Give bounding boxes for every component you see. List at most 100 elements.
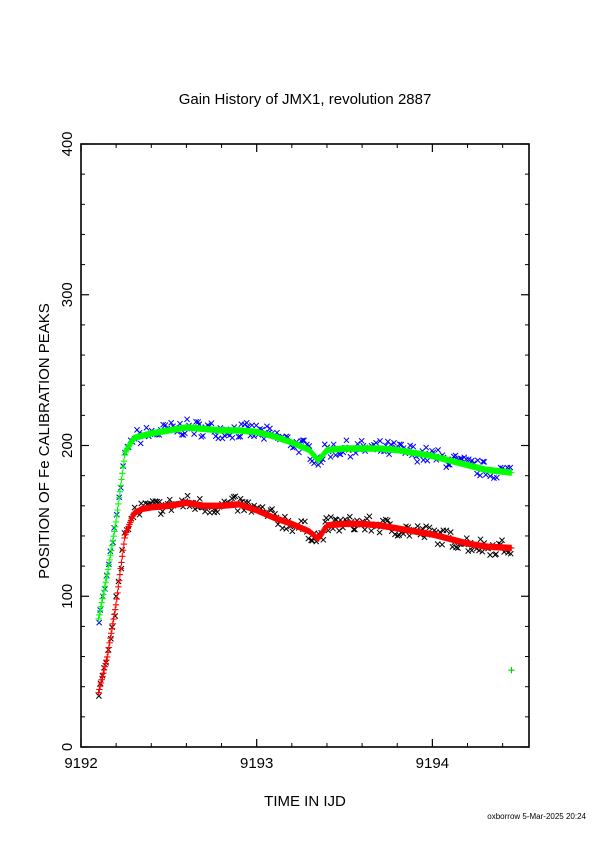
upper-data-point xyxy=(493,474,500,481)
lower-data-point xyxy=(157,511,164,517)
lower-data-point xyxy=(289,528,296,535)
lower-fit-marker xyxy=(117,565,124,572)
upper-data-point xyxy=(347,453,354,460)
lower-fit-marker xyxy=(95,689,102,696)
upper-fit-marker xyxy=(109,537,116,545)
upper-data-point xyxy=(137,440,144,447)
x-axis-label: TIME IN IJD xyxy=(264,793,346,810)
lower-fit-marker xyxy=(101,663,109,670)
upper-fit-marker xyxy=(128,438,135,445)
lower-fit-marker xyxy=(97,679,105,687)
lower-data-point xyxy=(423,523,430,530)
upper-fit-marker xyxy=(108,547,115,554)
lower-fit-marker xyxy=(119,553,126,560)
lower-fit-marker xyxy=(99,673,106,680)
lower-data-point xyxy=(350,526,357,533)
chart-title: Gain History of JMX1, revolution 2887 xyxy=(179,91,432,108)
lower-fit-marker xyxy=(98,676,105,683)
upper-data-point xyxy=(377,437,384,444)
lower-fit-marker xyxy=(114,589,121,597)
upper-data-point xyxy=(235,433,242,440)
lower-fit-marker xyxy=(118,559,125,566)
lower-data-point xyxy=(184,492,191,499)
upper-data-point xyxy=(327,454,334,460)
upper-data-point xyxy=(414,458,421,465)
upper-data-point xyxy=(410,443,417,450)
upper-fit-marker xyxy=(96,607,104,614)
lower-fit-marker xyxy=(100,666,108,674)
lower-fit-marker xyxy=(113,595,120,603)
lower-fit-marker xyxy=(109,620,116,628)
lower-data-point xyxy=(507,550,514,557)
upper-fit-marker xyxy=(97,603,105,610)
lower-fit-marker xyxy=(111,606,119,613)
upper-data-point xyxy=(358,437,365,444)
upper-fit-marker xyxy=(121,451,128,459)
lower-data-point xyxy=(443,527,450,534)
upper-fit-marker xyxy=(127,439,135,446)
chart-marks xyxy=(95,416,515,699)
lower-data-point xyxy=(115,578,122,585)
upper-fit-marker xyxy=(117,482,124,489)
lower-data-point xyxy=(323,515,330,521)
upper-data-point xyxy=(237,433,244,440)
upper-fit-marker xyxy=(508,469,515,476)
lower-fit-marker xyxy=(96,686,103,693)
lower-data-point xyxy=(487,552,494,558)
upper-data-point xyxy=(111,524,118,531)
upper-data-point xyxy=(474,470,480,477)
outlier-point xyxy=(508,666,515,674)
upper-data-point xyxy=(243,419,250,426)
lower-data-point xyxy=(234,508,241,514)
lower-fit-marker xyxy=(104,653,111,661)
upper-fit-marker xyxy=(106,556,113,564)
lower-data-point xyxy=(320,536,327,543)
lower-data-point xyxy=(382,516,389,523)
upper-data-point xyxy=(424,457,431,464)
lower-data-point xyxy=(439,541,446,548)
upper-fit-marker xyxy=(115,494,123,502)
lower-data-point xyxy=(346,513,353,520)
upper-data-point xyxy=(337,451,344,458)
y-tick-label: 200 xyxy=(59,433,76,458)
upper-data-point xyxy=(311,460,318,467)
upper-fit-marker xyxy=(98,599,105,606)
lower-fit-marker xyxy=(108,630,115,637)
upper-fit-marker xyxy=(116,488,124,495)
lower-data-point xyxy=(166,496,173,503)
upper-fit-marker xyxy=(108,542,116,549)
upper-fit-marker xyxy=(101,583,109,590)
upper-fit-marker xyxy=(123,447,130,454)
upper-data-point xyxy=(296,449,302,456)
lower-data-point xyxy=(301,518,308,525)
axis-ticks: 0 100 200 300 400 9192 9193 9194 xyxy=(59,131,529,772)
lower-data-point xyxy=(259,504,266,510)
upper-data-point xyxy=(143,424,150,431)
lower-data-point xyxy=(283,525,290,532)
upper-fit-marker xyxy=(104,570,111,578)
upper-fit-marker xyxy=(122,448,129,456)
lower-fit-marker xyxy=(116,571,124,578)
lower-data-point xyxy=(376,529,383,536)
upper-data-point xyxy=(193,418,200,425)
upper-fit-marker xyxy=(103,574,110,582)
lower-fit-marker xyxy=(106,639,113,647)
lower-data-point xyxy=(414,523,421,530)
footer-credit: oxborrow 5-Mar-2025 20:24 xyxy=(487,812,586,821)
lower-data-point xyxy=(279,525,286,532)
lower-data-point xyxy=(202,508,208,515)
lower-fit-marker xyxy=(508,544,515,552)
lower-fit-marker xyxy=(121,534,128,542)
upper-fit-marker xyxy=(95,615,102,623)
upper-data-point xyxy=(229,434,236,441)
lower-data-point xyxy=(366,513,373,520)
upper-data-point xyxy=(477,472,484,479)
lower-fit-marker xyxy=(112,601,120,609)
upper-fit-marker xyxy=(110,532,117,540)
upper-data-point xyxy=(184,416,191,423)
lower-fit-marker xyxy=(115,577,123,584)
lower-data-point xyxy=(499,537,505,544)
lower-fit-marker xyxy=(108,625,116,632)
lower-fit-marker xyxy=(120,540,128,548)
